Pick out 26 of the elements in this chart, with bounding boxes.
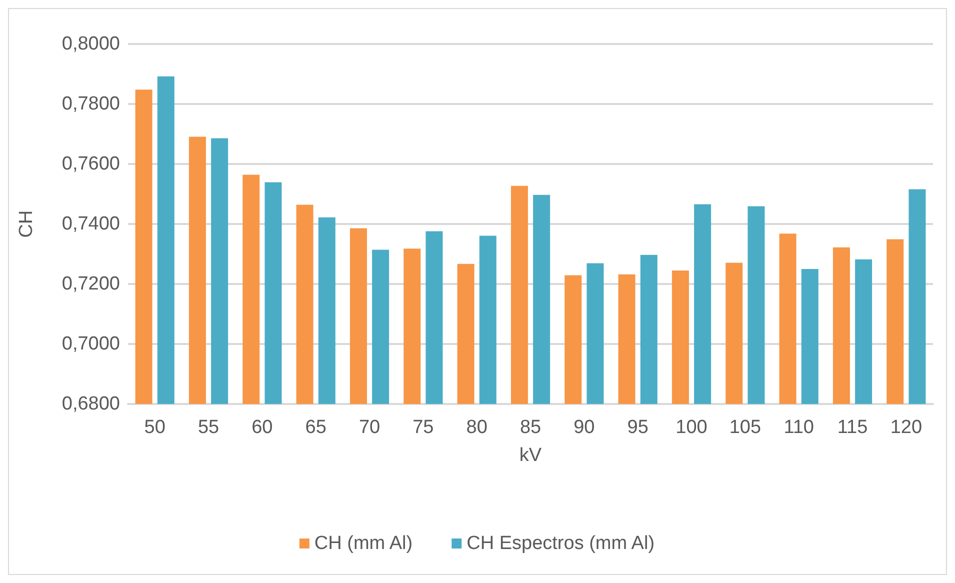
x-tick-label: 115 [837,417,868,438]
x-tick-label: 90 [574,417,595,438]
legend-label: CH Espectros (mm Al) [466,533,655,554]
y-tick-label: 0,6800 [62,394,120,414]
y-tick-label: 0,7400 [62,214,120,234]
x-tick-label: 95 [627,417,648,438]
x-tick-label: 70 [358,417,380,438]
y-tick-label: 0,7000 [62,334,120,354]
y-tick-label: 0,8000 [62,34,120,54]
x-tick-label: 50 [144,417,166,438]
x-tick-label: 100 [676,417,708,438]
x-tick-label: 80 [466,417,488,438]
x-tick-label: 110 [784,417,814,438]
y-tick-label: 0,7600 [62,154,120,174]
x-tick-label: 85 [520,417,542,438]
x-axis-title: kV [519,445,542,466]
y-axis-title: CH [16,210,37,238]
x-tick-label: 55 [198,417,220,438]
y-tick-label: 0,7200 [62,274,120,294]
legend-label: CH (mm Al) [314,533,413,554]
x-tick-label: 75 [412,417,434,438]
x-tick-label: 105 [729,417,762,438]
y-tick-label: 0,7800 [62,94,120,114]
x-tick-label: 60 [252,417,273,438]
x-tick-label: 65 [305,417,326,438]
x-tick-label: 120 [890,417,922,438]
